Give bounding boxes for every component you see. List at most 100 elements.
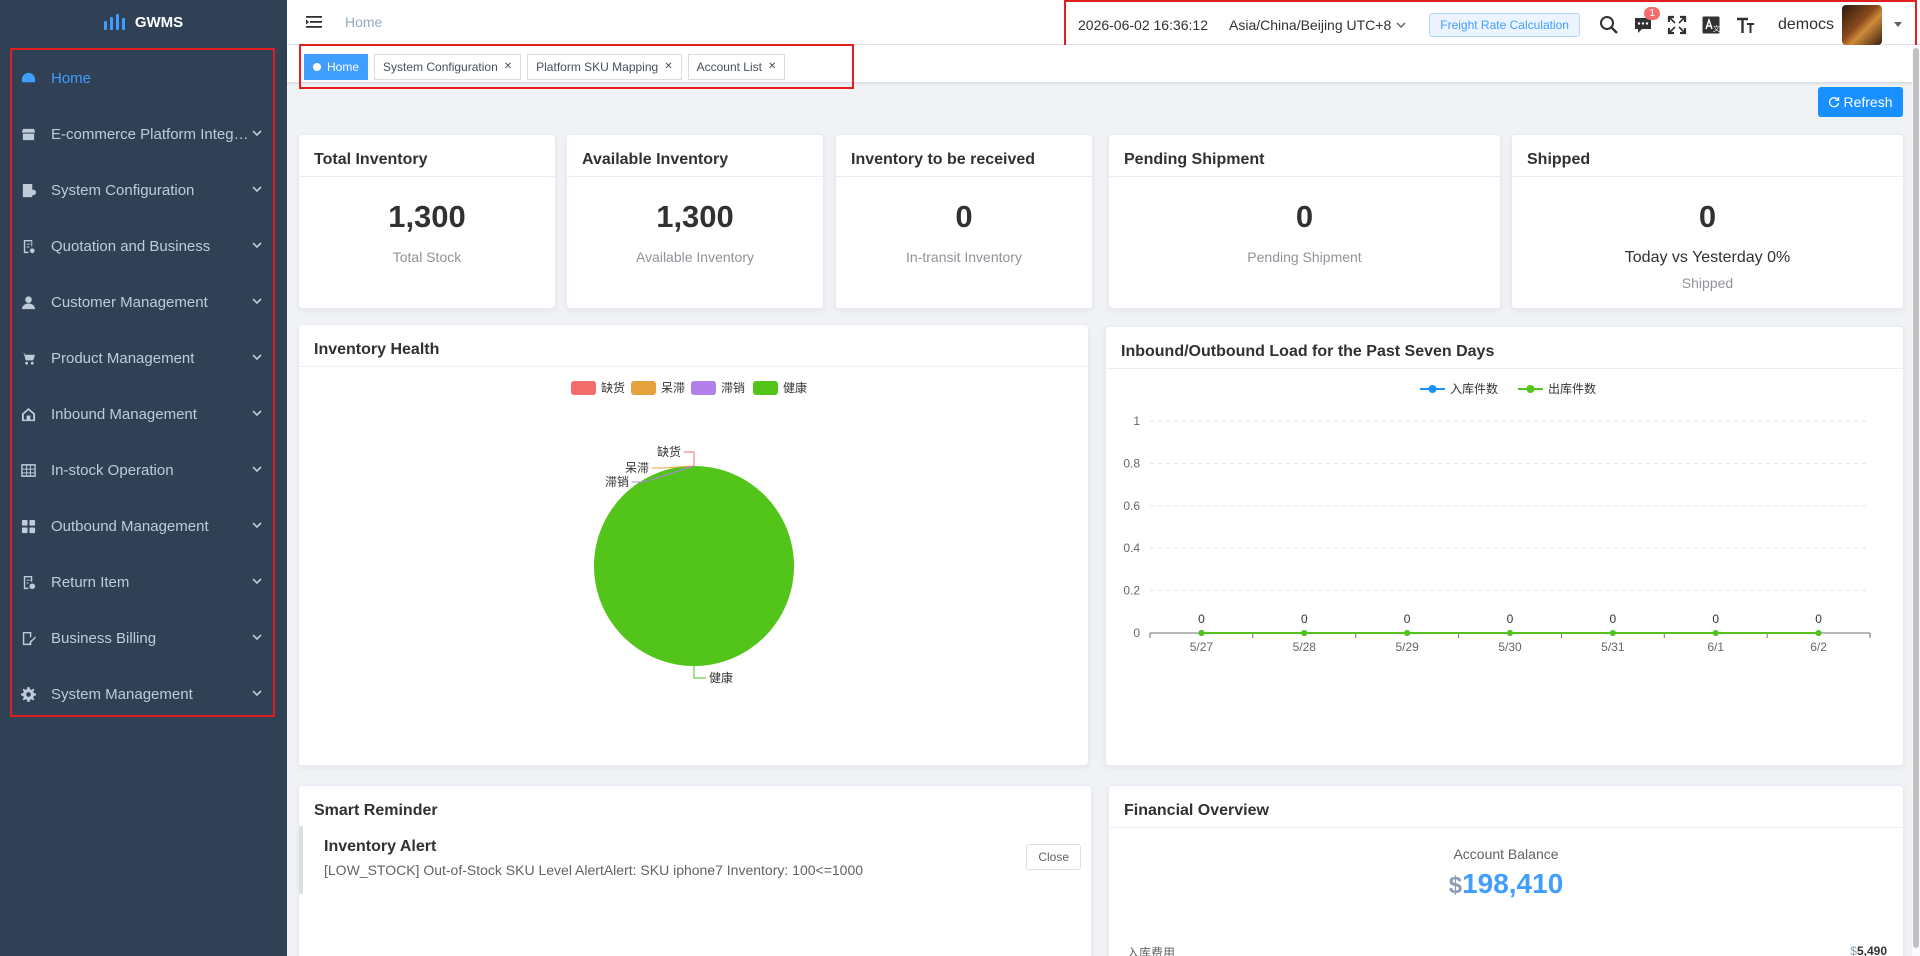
sidebar-item-return-item[interactable]: Return Item [12,554,273,610]
card-title: Inventory Health [299,325,1088,367]
fullscreen-icon[interactable] [1666,14,1688,36]
stat-card-total: Total Inventory 1,300 Total Stock [298,134,556,309]
freight-rate-button[interactable]: Freight Rate Calculation [1429,12,1580,37]
x-tick-label: 5/28 [1293,640,1317,654]
tab-home[interactable]: Home [304,53,369,80]
stat-card-title: Available Inventory [567,135,823,177]
data-label: 0 [1404,612,1411,626]
svg-text:文: 文 [1713,24,1720,33]
sidebar-item-system-configuration[interactable]: System Configuration [12,162,273,218]
currency-symbol: $ [1448,872,1463,899]
sidebar-item-system-management[interactable]: System Management [12,666,273,722]
sidebar-item-label: System Management [51,685,193,703]
sidebar-item-in-stock-operation[interactable]: In-stock Operation [12,442,273,498]
stat-card-title: Total Inventory [299,135,555,177]
sidebar-item-label: E-commerce Platform Integr… [51,125,251,143]
current-datetime: 2026-06-02 16:36:12 [1078,16,1208,33]
legend-label: 入库件数 [1450,381,1498,396]
avatar[interactable] [1842,4,1883,45]
stat-subtitle: Available Inventory [635,249,755,265]
gear-icon [20,686,36,702]
quotation-icon [20,238,36,254]
sidebar-item-product-management[interactable]: Product Management [12,330,273,386]
tab-platform-sku-mapping[interactable]: Platform SKU Mapping ✕ [527,53,682,80]
sidebar-item-label: Quotation and Business [51,237,211,255]
language-icon[interactable]: 文 [1700,14,1722,36]
y-tick-label: 0.2 [1123,584,1140,598]
fee-amount: 5,490 [1856,944,1887,956]
search-icon[interactable] [1598,14,1620,36]
stat-card-pending: Pending Shipment 0 Pending Shipment [1108,134,1501,309]
close-alert-button[interactable]: Close [1026,844,1081,870]
stat-card-title: Inventory to be received [836,135,1092,177]
sidebar-item-customer-management[interactable]: Customer Management [12,274,273,330]
cart-icon [20,350,36,366]
sidebar-item-inbound-management[interactable]: Inbound Management [12,386,273,442]
tags-view: Home System Configuration ✕ Platform SKU Ma… [287,44,1920,89]
tab-label: System Configuration [383,59,498,74]
data-point [1507,630,1513,636]
sidebar-item-outbound-management[interactable]: Outbound Management [12,498,273,554]
font-size-icon[interactable] [1734,14,1756,36]
close-icon[interactable]: ✕ [664,61,673,72]
load-chart-card: Inbound/Outbound Load for the Past Seven… [1105,326,1904,766]
stat-compare: Today vs Yesterday 0% [1624,249,1791,266]
pie-slice [594,466,794,666]
tab-system-configuration[interactable]: System Configuration ✕ [374,53,522,80]
stat-subtitle: Pending Shipment [1247,249,1362,265]
legend-label: 缺货 [601,380,625,395]
app-name: GWMS [134,13,184,31]
load-line-chart: 入库件数 出库件数 0 0.2 0.4 0.6 0.8 1 5/27 5/28 5/29 5/30 5/… [1123,381,1871,654]
tags-view-box: Home System Configuration ✕ Platform SKU Ma… [299,44,854,89]
grid-icon [20,518,36,534]
smart-reminder-card: Smart Reminder Inventory Alert [LOW_STOC… [298,785,1092,956]
pie-label: 滞销 [605,475,629,489]
user-menu-caret-icon[interactable] [1894,22,1903,27]
data-point [1815,630,1822,636]
card-title: Inbound/Outbound Load for the Past Seven… [1106,327,1903,369]
sidebar-item-e-commerce-platform-integr[interactable]: E-commerce Platform Integr… [12,106,273,162]
x-tick-label: 5/29 [1395,640,1419,654]
data-label: 0 [1610,612,1617,626]
legend-label: 滞销 [721,381,745,395]
pie-label-line [632,465,695,483]
stat-value: 1,300 [656,199,734,234]
message-icon[interactable]: 1 [1632,6,1660,36]
x-tick-label: 5/27 [1190,640,1214,654]
sidebar-item-home[interactable]: Home [12,50,273,106]
stat-value: 0 [1698,199,1717,234]
table-icon [20,462,36,478]
logo[interactable]: GWMS [0,0,287,44]
fee-currency: $ [1850,944,1857,956]
sidebar-item-quotation-and-business[interactable]: Quotation and Business [12,218,273,274]
refresh-button[interactable]: Refresh [1818,87,1903,117]
sidebar-item-label: Return Item [51,573,130,591]
legend-swatch [691,381,716,395]
x-tick-label: 6/1 [1707,640,1724,654]
username[interactable]: democs [1777,15,1835,33]
config-icon [20,182,36,198]
timezone-value: Asia/China/Beijing UTC+8 [1229,16,1392,33]
y-tick-label: 0.6 [1123,499,1140,513]
stat-value: 0 [955,199,973,234]
chevron-down-icon [1396,22,1406,28]
data-label: 0 [1301,612,1308,626]
sidebar-item-business-billing[interactable]: Business Billing [12,610,273,666]
timezone-select[interactable]: Asia/China/Beijing UTC+8 [1229,17,1407,33]
tab-account-list[interactable]: Account List ✕ [687,53,786,80]
x-tick-label: 6/2 [1810,640,1827,654]
data-point [1198,630,1205,636]
hamburger-icon[interactable] [305,13,323,31]
page-scrollbar-thumb[interactable] [1913,48,1919,948]
y-tick-label: 0.4 [1123,541,1140,555]
alert-text: [LOW_STOCK] Out-of-Stock SKU Level Alert… [324,862,864,878]
close-icon[interactable]: ✕ [503,61,513,72]
breadcrumb[interactable]: Home [345,14,383,30]
chevron-down-icon [251,574,265,588]
stat-card-title: Pending Shipment [1109,135,1500,177]
sidebar-item-label: Outbound Management [51,517,209,535]
tab-label: Account List [696,59,762,74]
close-icon[interactable]: ✕ [767,61,777,72]
y-tick-label: 1 [1133,414,1140,428]
